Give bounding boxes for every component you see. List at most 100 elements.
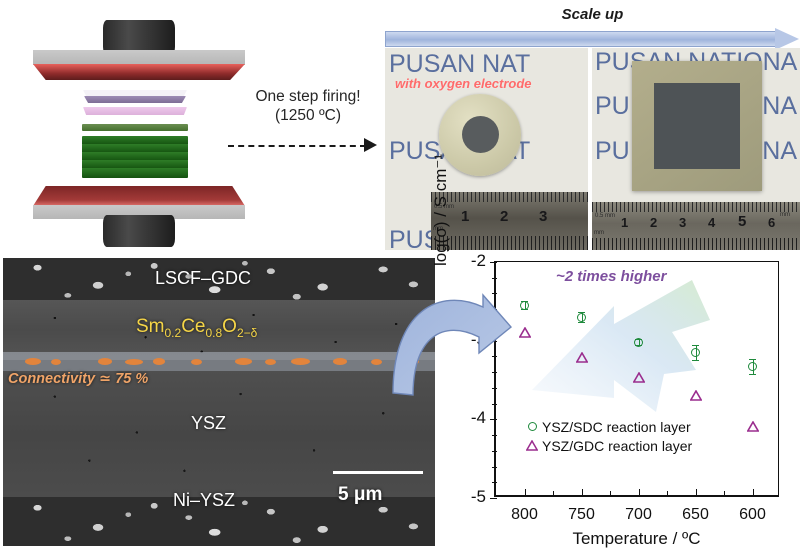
data-point-gdc	[688, 388, 703, 406]
top-piston-icon	[103, 20, 175, 55]
watermark-line: NA	[762, 92, 797, 120]
sem-scale-bar	[333, 471, 423, 474]
ruler-number: 3	[679, 215, 687, 230]
x-minor-tick	[724, 491, 725, 496]
x-tick-label: 650	[682, 506, 709, 523]
sem-layer-anode	[3, 497, 435, 546]
sem-micrograph: LSCF–GDC Sm0.2Ce0.8O2−δ Connectivity ≃ 7…	[3, 258, 435, 546]
formula-sub-3: 2−δ	[236, 325, 258, 340]
sem-layer-cathode	[3, 258, 435, 302]
sem-label-connectivity: Connectivity ≃ 75 %	[8, 371, 149, 387]
reaction-particle	[333, 358, 347, 365]
ruler-unit-top: 0.5 mm	[595, 213, 616, 219]
y-minor-tick	[492, 466, 497, 468]
watermark-line: PUSAN NAT	[389, 50, 531, 78]
top-platen	[33, 50, 245, 80]
x-tick	[638, 489, 640, 496]
reaction-particle	[98, 358, 112, 365]
ruler-number: 1	[461, 208, 470, 225]
one-step-firing-caption: One step firing! (1250 ºC)	[228, 88, 388, 125]
y-tick-label: -5	[470, 487, 486, 506]
sem-layer-sdc	[3, 300, 435, 360]
small-cell-electrode	[462, 116, 499, 153]
data-point-sdc	[520, 300, 529, 310]
reaction-particle	[371, 359, 382, 365]
reaction-particle	[153, 358, 165, 365]
open-circle-icon	[522, 422, 542, 431]
y-tick	[490, 498, 497, 499]
x-minor-tick	[610, 491, 611, 496]
ruler-number: 5	[738, 213, 747, 230]
ruler-number: 1	[621, 215, 629, 230]
x-tick-label: 750	[568, 506, 595, 523]
y-minor-tick	[492, 356, 497, 358]
formula-sub-1: 0.2	[164, 325, 182, 340]
y-tick	[490, 262, 497, 263]
chart-legend: YSZ/SDC reaction layer YSZ/GDC reaction …	[522, 417, 692, 455]
sem-label-reaction-layer: Sm0.2Ce0.8O2−δ	[136, 316, 257, 340]
layer-oxygen-electrode-white	[83, 90, 187, 96]
y-minor-tick	[492, 450, 497, 452]
press-stack-schematic	[0, 0, 245, 250]
layer-oxygen-electrode-violet	[84, 96, 186, 103]
x-tick-label: 600	[739, 506, 766, 523]
data-point-sdc	[634, 337, 643, 347]
data-point-gdc	[517, 325, 532, 343]
dashed-arrow	[228, 138, 388, 154]
error-bar-cap	[749, 374, 756, 376]
bottom-platen	[33, 186, 245, 219]
legend-label-sdc: YSZ/SDC reaction layer	[542, 418, 691, 435]
watermark-line: PU	[595, 137, 630, 165]
ruler-unit-right: mm	[780, 212, 790, 218]
watermark-line: PU	[595, 92, 630, 120]
annotation-two-times-higher: ~2 times higher	[556, 268, 667, 285]
y-minor-tick	[492, 372, 497, 374]
large-cell-electrode	[654, 83, 740, 169]
x-tick-label: 700	[625, 506, 652, 523]
formula-ce: Ce	[181, 316, 206, 337]
legend-label-gdc: YSZ/GDC reaction layer	[542, 437, 693, 454]
photo-large-cell: PUSAN NATIONA PU NA PU NA 0.5 mm mm mm 1…	[592, 48, 800, 250]
error-bar-cap	[749, 358, 756, 360]
x-tick	[752, 489, 754, 496]
x-minor-tick	[667, 491, 668, 496]
reaction-particle	[235, 358, 252, 365]
error-bar-cap	[692, 360, 699, 362]
scale-up-label: Scale up	[561, 6, 624, 23]
error-bar-cap	[578, 321, 585, 323]
reaction-particle	[191, 359, 202, 365]
conductivity-chart: log(σ) / S cm⁻¹ Temperature / ºC -2-3-4-…	[392, 154, 800, 555]
reaction-particle	[291, 358, 310, 365]
watermark-line: NA	[762, 137, 797, 165]
reaction-particle	[25, 358, 41, 365]
layer-barrier-pink	[83, 107, 187, 115]
formula-o: O	[222, 316, 237, 337]
sem-scale-bar-label: 5 μm	[338, 484, 383, 505]
x-tick	[695, 489, 697, 496]
data-point-gdc	[745, 419, 760, 437]
open-triangle-icon	[522, 440, 542, 451]
ruler-unit-bottom: mm	[433, 226, 443, 232]
data-point-sdc	[691, 347, 700, 357]
ruler-unit-bottom: mm	[594, 230, 604, 236]
data-point-gdc	[631, 370, 646, 388]
y-minor-tick	[492, 403, 497, 405]
large-cell-substrate	[632, 61, 762, 191]
ruler-number: 2	[650, 215, 658, 230]
reaction-particle	[265, 359, 276, 365]
y-axis-title: log(σ) / S cm⁻¹	[431, 153, 450, 267]
photo-panel: Scale up PUSAN NAT with oxygen electrode…	[385, 0, 800, 250]
reaction-particle	[51, 359, 61, 365]
ruler-number: 2	[500, 208, 509, 225]
ruler-number: 3	[539, 208, 548, 225]
x-tick	[524, 489, 526, 496]
ruler-number: 4	[708, 215, 716, 230]
ruler-large: 0.5 mm mm mm 1 2 3 4 5 6	[592, 202, 800, 250]
data-point-sdc	[748, 362, 757, 372]
reaction-particle	[125, 359, 143, 365]
y-tick	[490, 419, 497, 421]
y-tick-label: -2	[470, 251, 486, 270]
pointer-arrow-sem-to-chart	[392, 293, 513, 396]
ruler-unit-top: 0.5 mm	[434, 204, 455, 210]
